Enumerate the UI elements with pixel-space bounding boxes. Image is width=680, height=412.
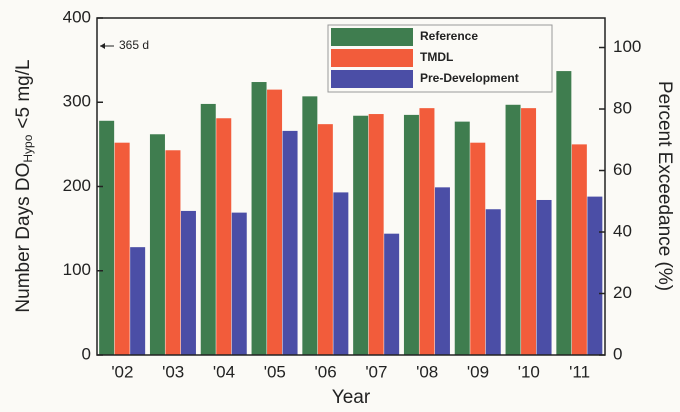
bar xyxy=(353,115,369,355)
bar xyxy=(165,150,181,355)
y-axis-label-sub: Hypo xyxy=(21,134,35,162)
bar xyxy=(536,199,552,355)
bar xyxy=(333,192,349,355)
y-tick-label: 100 xyxy=(63,260,91,279)
x-tick-label: '04 xyxy=(213,362,235,381)
x-tick-label: '06 xyxy=(315,362,337,381)
y-tick-label: 400 xyxy=(63,7,91,26)
bar xyxy=(403,114,419,355)
y-axis-label: Number Days DOHypo <5 mg/L xyxy=(13,59,35,312)
bar xyxy=(282,130,298,355)
y-axis-label-part: <5 mg/L xyxy=(13,59,34,128)
bar xyxy=(231,212,247,355)
bar xyxy=(521,108,537,356)
x-tick-label: '07 xyxy=(365,362,387,381)
bar xyxy=(368,114,384,355)
y2-axis-label: Percent Exceedance (%) xyxy=(654,81,675,291)
bar xyxy=(180,210,196,355)
bar xyxy=(505,104,521,355)
bar xyxy=(200,103,216,355)
legend-swatch xyxy=(331,49,413,67)
x-tick-label: '05 xyxy=(264,362,286,381)
bar xyxy=(99,120,115,355)
bar xyxy=(216,118,232,355)
y-tick-label: 0 xyxy=(82,344,91,363)
x-tick-label: '02 xyxy=(111,362,133,381)
y2-tick-label: 20 xyxy=(613,283,632,302)
bar xyxy=(485,209,501,355)
bar xyxy=(317,124,333,355)
bar xyxy=(419,108,435,356)
annotation-arrowhead xyxy=(100,43,105,49)
legend-label: Pre-Development xyxy=(420,71,519,85)
x-axis-label: Year xyxy=(332,387,371,408)
x-tick-label: '03 xyxy=(162,362,184,381)
bar xyxy=(114,142,130,355)
bar xyxy=(384,233,400,355)
bar xyxy=(454,121,470,355)
bar xyxy=(130,247,146,355)
legend-swatch xyxy=(331,70,413,88)
bar xyxy=(556,71,572,355)
y2-tick-label: 100 xyxy=(613,37,641,56)
bar xyxy=(302,96,318,355)
bar xyxy=(571,144,587,355)
x-tick-label: '11 xyxy=(569,362,590,381)
x-tick-label: '09 xyxy=(467,362,489,381)
bar xyxy=(251,82,267,355)
y-tick-label: 300 xyxy=(63,92,91,111)
legend-label: TMDL xyxy=(420,50,453,64)
y2-tick-label: 0 xyxy=(613,344,622,363)
x-tick-label: '08 xyxy=(416,362,438,381)
legend-swatch xyxy=(331,28,413,46)
bar xyxy=(587,196,603,355)
x-tick-label: '10 xyxy=(518,362,540,381)
y-axis-label-part: Number Days DO xyxy=(13,163,34,313)
bar xyxy=(267,89,283,356)
y2-tick-label: 40 xyxy=(613,221,632,240)
y-tick-label: 200 xyxy=(63,176,91,195)
bar xyxy=(470,142,486,355)
y2-tick-label: 60 xyxy=(613,160,632,179)
bar xyxy=(434,187,450,355)
bar xyxy=(149,134,165,355)
legend-label: Reference xyxy=(420,29,478,43)
y2-tick-label: 80 xyxy=(613,98,632,117)
annotation: 365 d xyxy=(119,38,149,52)
